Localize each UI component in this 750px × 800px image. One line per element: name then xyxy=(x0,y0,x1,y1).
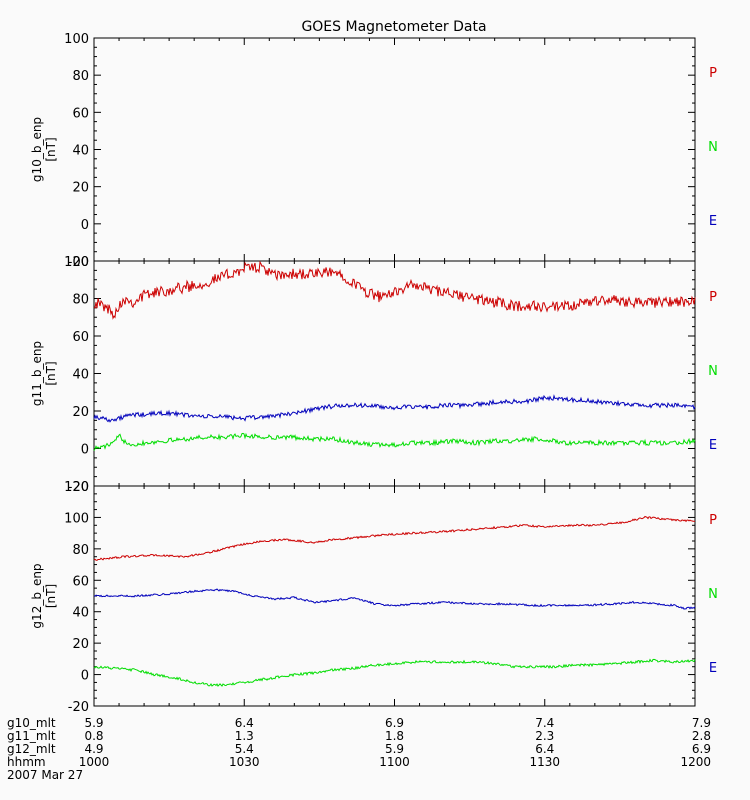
time-row-value: 7.4 xyxy=(535,716,554,730)
time-row-value: 5.4 xyxy=(235,742,254,756)
series-g12-p xyxy=(93,515,696,561)
legend-e: E xyxy=(709,214,717,229)
time-row-value: 1.3 xyxy=(235,729,254,743)
y-tick-label: 40 xyxy=(72,144,89,159)
time-row-value: 1.8 xyxy=(385,729,404,743)
y-tick-label: 20 xyxy=(72,181,89,196)
y-tick-label: 20 xyxy=(72,637,89,652)
y-tick-label: 40 xyxy=(72,606,89,621)
legend-p: P xyxy=(709,513,717,528)
legend-n: N xyxy=(708,140,718,155)
time-row-value: 1130 xyxy=(529,755,560,769)
y-tick-label: -20 xyxy=(68,255,89,270)
time-row-value: 1000 xyxy=(79,755,110,769)
time-row-value: 1030 xyxy=(229,755,260,769)
y-axis-label: g12_b_enp xyxy=(30,563,44,628)
time-row-label: g11_mlt xyxy=(7,729,56,743)
time-row-label: g12_mlt xyxy=(7,742,56,756)
panel-g12: -20 0 20 40 60 80 100 120 g12_b_enp [nT] P N E xyxy=(30,480,718,715)
time-row-value: 6.4 xyxy=(535,742,554,756)
panel-frame xyxy=(93,485,696,707)
time-row-value: 5.9 xyxy=(84,716,103,730)
y-tick-label: 80 xyxy=(72,293,89,308)
y-tick-label: 0 xyxy=(81,669,89,684)
y-axis-unit: [nT] xyxy=(44,137,58,161)
y-tick-label: -20 xyxy=(68,480,89,495)
date-label: 2007 Mar 27 xyxy=(7,768,83,782)
time-row-value: 1100 xyxy=(379,755,410,769)
y-tick-label: 60 xyxy=(72,106,89,121)
time-row-value: 6.4 xyxy=(235,716,254,730)
y-tick-label: 80 xyxy=(72,69,89,84)
y-tick-label: 80 xyxy=(72,543,89,558)
legend-p: P xyxy=(709,290,717,305)
time-row-value: 5.9 xyxy=(385,742,404,756)
y-axis-label: g11_b_enp xyxy=(30,341,44,406)
legend-p: P xyxy=(709,66,717,81)
y-axis-unit: [nT] xyxy=(44,361,58,385)
time-row-value: 0.8 xyxy=(84,729,103,743)
time-row-label: g10_mlt xyxy=(7,716,56,730)
series-g11-p xyxy=(93,260,696,320)
time-row-value: 7.9 xyxy=(692,716,711,730)
panel-frame xyxy=(93,260,696,487)
y-tick-label: 100 xyxy=(64,32,89,47)
y-tick-label: 60 xyxy=(72,574,89,589)
y-tick-label: 100 xyxy=(64,511,89,526)
series-g12-e xyxy=(94,588,696,610)
y-tick-label: 0 xyxy=(81,443,89,458)
y-axis-unit: [nT] xyxy=(44,584,58,608)
time-axis-table: g10_mlt 5.9 6.4 6.9 7.4 7.9 g11_mlt 0.8 1.3 1.8 2.… xyxy=(7,716,711,782)
legend-n: N xyxy=(708,587,718,602)
series-g12-n xyxy=(93,658,696,687)
time-row-value: 2.8 xyxy=(692,729,711,743)
y-tick-label: -20 xyxy=(68,700,89,715)
legend-e: E xyxy=(709,661,717,676)
panel-g11: -20 0 20 40 60 80 100 g11_b_enp [nT] P N E xyxy=(30,255,718,495)
time-row-value: 2.3 xyxy=(535,729,554,743)
y-tick-label: 40 xyxy=(72,368,89,383)
legend-n: N xyxy=(708,364,718,379)
time-row-value: 1200 xyxy=(680,755,711,769)
y-tick-label: 0 xyxy=(81,218,89,233)
y-tick-label: 100 xyxy=(64,255,89,270)
y-axis-label: g10_b_enp xyxy=(30,117,44,182)
series-g11-e xyxy=(93,394,696,423)
time-row-value: 6.9 xyxy=(385,716,404,730)
time-row-label: hhmm xyxy=(7,755,46,769)
y-tick-label: 120 xyxy=(64,480,89,495)
chart-title: GOES Magnetometer Data xyxy=(301,19,486,35)
panel-frame xyxy=(93,37,696,262)
y-tick-label: 20 xyxy=(72,405,89,420)
panel-g10: -20 0 20 40 60 80 100 g10_b_enp [nT] P N E xyxy=(30,32,718,270)
series-g11-n xyxy=(93,432,696,451)
y-tick-label: 60 xyxy=(72,330,89,345)
time-row-value: 6.9 xyxy=(692,742,711,756)
legend-e: E xyxy=(709,438,717,453)
time-row-value: 4.9 xyxy=(84,742,103,756)
